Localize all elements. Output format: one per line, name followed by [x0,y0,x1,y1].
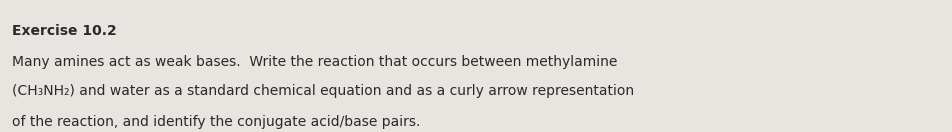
Text: Exercise 10.2: Exercise 10.2 [12,24,117,38]
Text: Many amines act as weak bases.  Write the reaction that occurs between methylami: Many amines act as weak bases. Write the… [12,55,618,69]
Text: (CH₃NH₂) and water as a standard chemical equation and as a curly arrow represen: (CH₃NH₂) and water as a standard chemica… [12,84,634,98]
Text: of the reaction, and identify the conjugate acid/base pairs.: of the reaction, and identify the conjug… [12,115,421,129]
